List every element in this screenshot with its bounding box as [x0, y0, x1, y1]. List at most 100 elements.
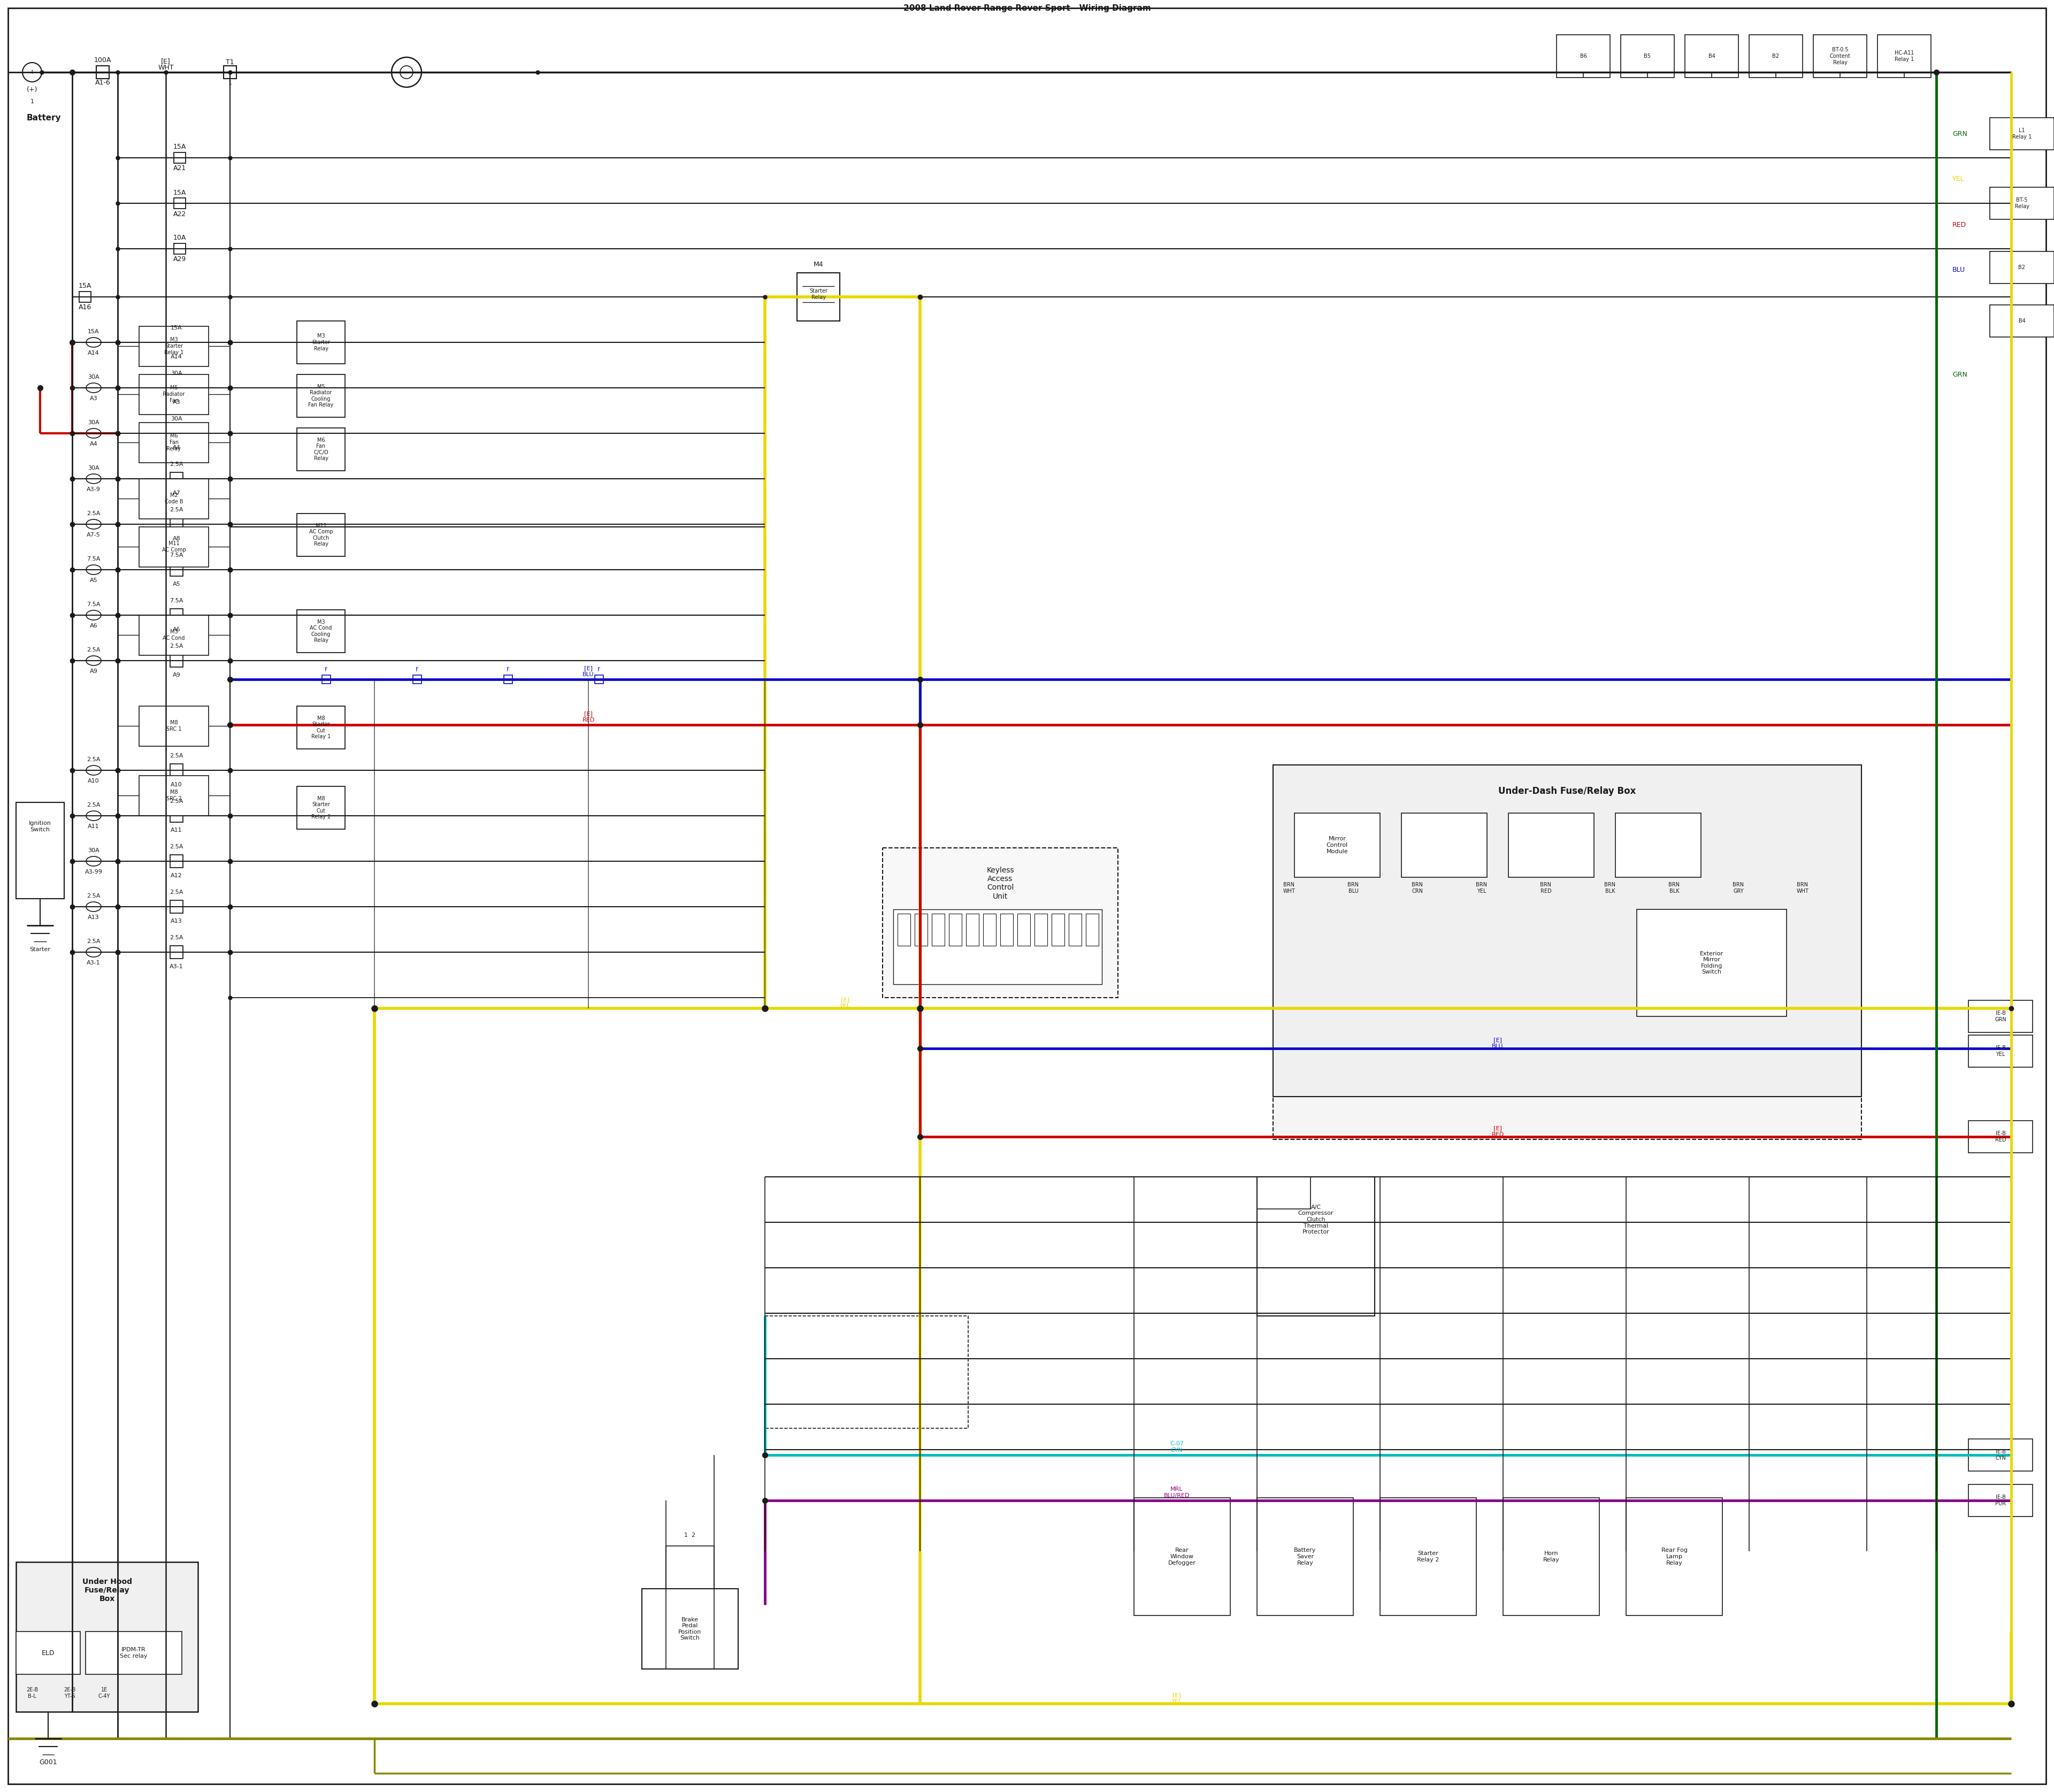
Text: BRN
CRN: BRN CRN — [1411, 882, 1423, 894]
Bar — [641, 1590, 737, 1668]
Bar — [16, 1563, 197, 1711]
Bar — [1610, 824, 1645, 858]
Text: C-07
CYN: C-07 CYN — [1171, 1441, 1183, 1453]
Bar — [898, 914, 910, 946]
Bar — [764, 1315, 967, 1428]
Bar — [1637, 909, 1787, 1016]
Text: G001: G001 — [39, 1760, 58, 1767]
Text: F: F — [325, 667, 329, 672]
Bar — [1508, 814, 1594, 878]
Bar — [1409, 824, 1444, 858]
Text: 15A: 15A — [88, 330, 99, 335]
Text: 15A: 15A — [173, 190, 187, 195]
Text: A10: A10 — [170, 781, 183, 787]
Text: 30A: 30A — [170, 416, 183, 421]
Text: A7-5: A7-5 — [86, 532, 101, 538]
Text: F: F — [415, 667, 419, 672]
Text: RED: RED — [1953, 220, 1966, 228]
Text: M8
SRC 2: M8 SRC 2 — [166, 790, 181, 801]
Bar — [1877, 34, 1931, 77]
Text: 30A: 30A — [170, 371, 183, 376]
Bar — [170, 855, 183, 867]
Bar — [1329, 824, 1364, 858]
Bar — [1968, 1439, 2033, 1471]
Text: IE-B
RED: IE-B RED — [1994, 1131, 2007, 1143]
Text: A14: A14 — [88, 351, 99, 357]
Text: B6: B6 — [1580, 54, 1588, 59]
Bar — [140, 326, 210, 366]
Text: 2008 Land Rover Range Rover Sport - Wiring Diagram: 2008 Land Rover Range Rover Sport - Wiri… — [904, 4, 1150, 13]
Text: 2.5A: 2.5A — [170, 753, 183, 758]
Text: A29: A29 — [173, 256, 187, 263]
Bar — [1257, 1498, 1354, 1615]
Text: A6: A6 — [173, 627, 181, 633]
Bar — [1649, 867, 1684, 901]
Text: ELD: ELD — [41, 1649, 55, 1656]
Text: Battery: Battery — [27, 113, 62, 122]
Circle shape — [23, 63, 41, 82]
Text: IPDM-TR
Sec relay: IPDM-TR Sec relay — [119, 1647, 148, 1659]
Text: Starter
Relay 2: Starter Relay 2 — [1417, 1550, 1440, 1563]
Text: [E]
RED: [E] RED — [1491, 1125, 1504, 1138]
Text: 1E
C-4Y: 1E C-4Y — [99, 1688, 111, 1699]
Text: A9: A9 — [90, 668, 97, 674]
Bar — [170, 763, 183, 776]
Text: Rear
Window
Defogger: Rear Window Defogger — [1169, 1548, 1195, 1566]
Bar — [298, 609, 345, 652]
Bar — [1690, 824, 1725, 858]
Bar — [1569, 824, 1604, 858]
Circle shape — [392, 57, 421, 88]
Bar — [1489, 867, 1524, 901]
Bar — [1329, 867, 1364, 901]
Text: M11
AC Comp
Clutch
Relay: M11 AC Comp Clutch Relay — [308, 523, 333, 547]
Text: BRN
RED: BRN RED — [1540, 882, 1551, 894]
Bar — [140, 375, 210, 414]
Text: BT-5
Relay: BT-5 Relay — [2015, 197, 2029, 210]
Text: 2.5A: 2.5A — [86, 939, 101, 944]
Bar — [1504, 1498, 1600, 1615]
Text: [E]
RED: [E] RED — [581, 711, 594, 722]
Bar — [965, 914, 980, 946]
Text: M3
AC Cond: M3 AC Cond — [162, 629, 185, 642]
Text: Keyless
Access
Control
Unit: Keyless Access Control Unit — [986, 867, 1015, 900]
Text: A5: A5 — [173, 581, 181, 586]
Bar — [1812, 867, 1844, 901]
Bar — [1771, 824, 1805, 858]
Text: A12: A12 — [170, 873, 183, 878]
Bar — [298, 375, 345, 418]
Text: 30A: 30A — [88, 848, 99, 853]
Ellipse shape — [86, 656, 101, 665]
Bar — [170, 810, 183, 823]
Bar — [1990, 305, 2054, 337]
Text: A21: A21 — [173, 165, 187, 172]
Bar — [893, 909, 1101, 984]
Text: IE-B
GRN: IE-B GRN — [1994, 1011, 2007, 1021]
Bar — [1017, 914, 1031, 946]
Bar — [1257, 1177, 1310, 1210]
Text: 2.5A: 2.5A — [86, 511, 101, 516]
Bar — [298, 514, 345, 556]
Text: 2E-B
YT-S: 2E-B YT-S — [64, 1688, 76, 1699]
Ellipse shape — [86, 473, 101, 484]
Text: GRN: GRN — [1953, 131, 1968, 138]
Text: A5: A5 — [90, 577, 97, 582]
Bar — [1370, 824, 1405, 858]
Bar — [170, 654, 183, 667]
Text: M8
Starter
Cut
Relay 2: M8 Starter Cut Relay 2 — [312, 796, 331, 819]
Text: B4: B4 — [2019, 319, 2025, 324]
Bar — [170, 946, 183, 959]
Bar — [1489, 824, 1524, 858]
Text: BRN
YEL: BRN YEL — [1477, 882, 1487, 894]
Bar — [170, 900, 183, 914]
Text: A3-1: A3-1 — [170, 964, 183, 969]
Bar — [86, 1631, 183, 1674]
Bar — [503, 676, 511, 683]
Bar — [1290, 824, 1325, 858]
Text: A10: A10 — [88, 778, 99, 783]
Text: A4: A4 — [90, 441, 97, 446]
Text: A3-9: A3-9 — [86, 487, 101, 493]
Text: (+): (+) — [27, 86, 37, 93]
Text: M8
Starter
Cut
Relay 1: M8 Starter Cut Relay 1 — [312, 715, 331, 740]
Text: BRN
BLK: BRN BLK — [1604, 882, 1616, 894]
Bar — [883, 848, 1117, 998]
